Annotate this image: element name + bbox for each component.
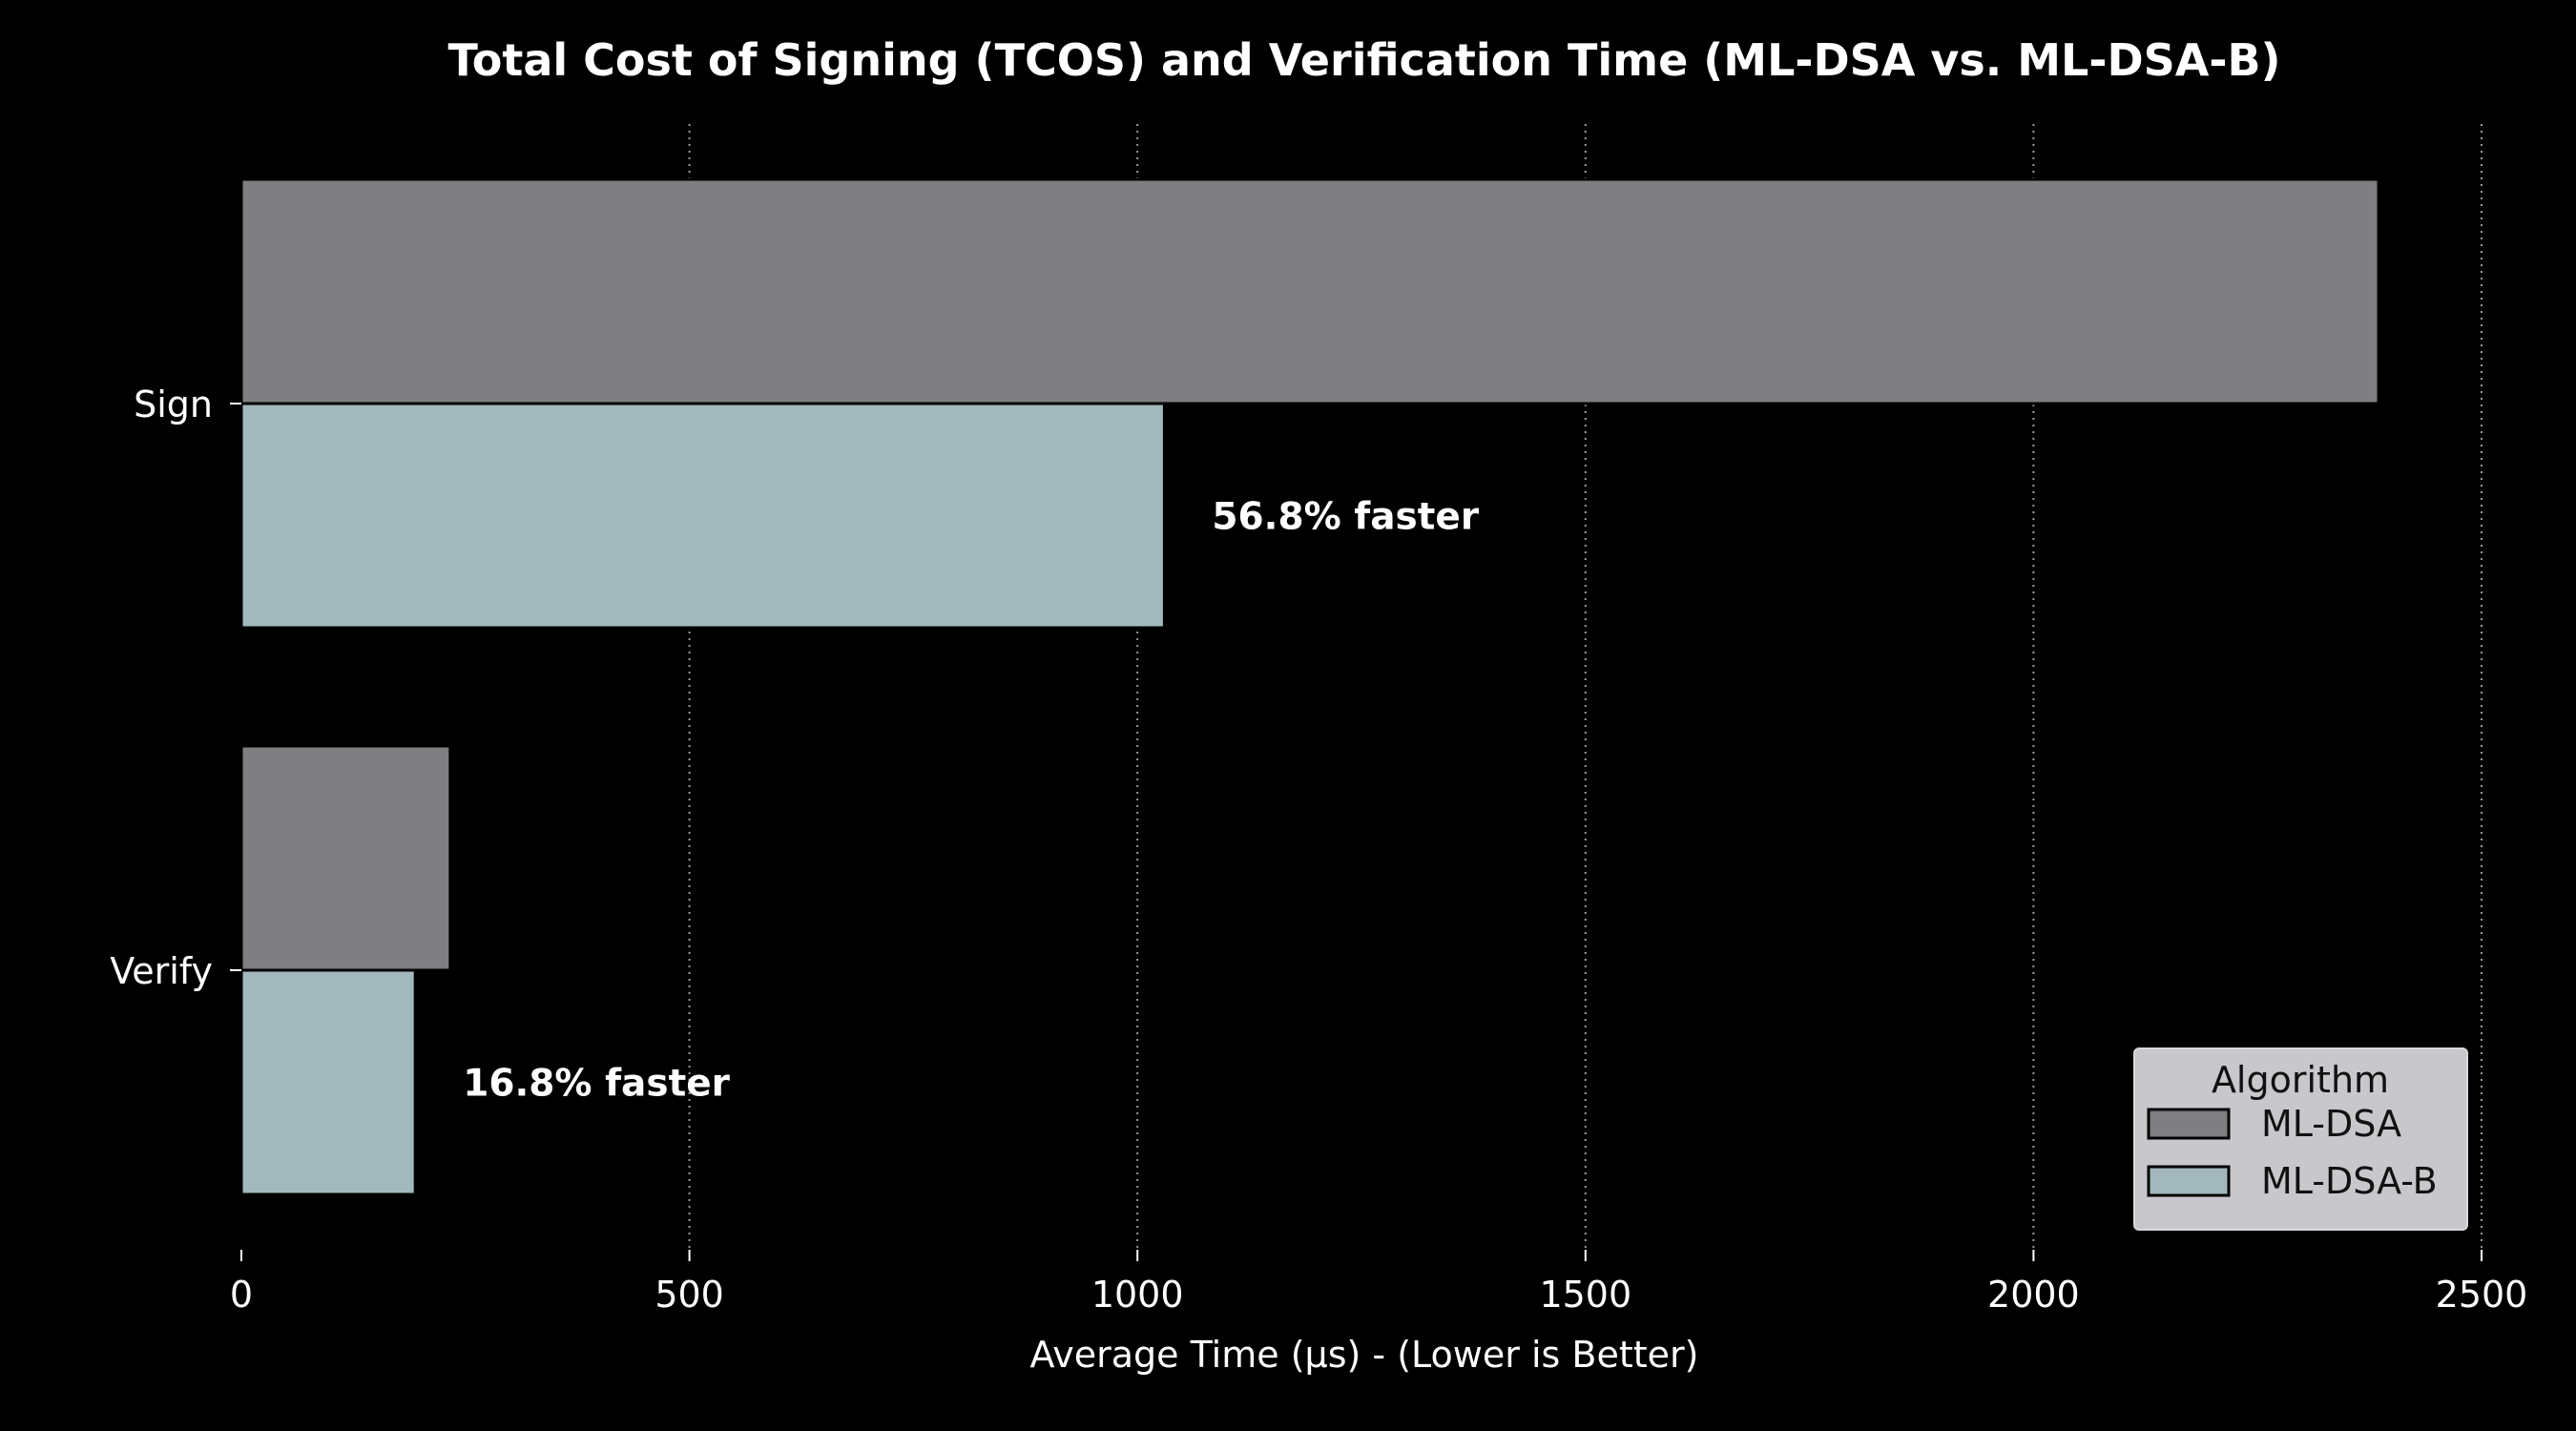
x-tick-label: 0 xyxy=(230,1274,253,1316)
y-tick-label-sign: Sign xyxy=(134,384,213,425)
x-tick-label: 500 xyxy=(654,1274,724,1316)
bar-ml-dsa-sign xyxy=(239,177,2380,405)
legend-label-ml-dsa: ML-DSA xyxy=(2261,1103,2401,1145)
legend: Algorithm ML-DSA ML-DSA-B xyxy=(2133,1047,2468,1231)
x-axis-label: Average Time (μs) - (Lower is Better) xyxy=(1030,1334,1699,1376)
legend-swatch-ml-dsa xyxy=(2147,1108,2231,1140)
legend-swatch-ml-dsa-b xyxy=(2147,1165,2231,1197)
axes: 0 500 1000 1500 2000 2500 Sign Verify xyxy=(110,384,2527,1316)
x-tick-label: 2500 xyxy=(2436,1274,2528,1316)
chart-title: Total Cost of Signing (TCOS) and Verific… xyxy=(447,34,2280,86)
annotation-verify: 16.8% faster xyxy=(463,1063,730,1106)
bar-ml-dsa-b-sign xyxy=(239,402,1166,630)
bars xyxy=(239,177,2380,1196)
x-tick-label: 2000 xyxy=(1987,1274,2080,1316)
legend-title: Algorithm xyxy=(2212,1059,2389,1101)
annotation-sign: 56.8% faster xyxy=(1212,496,1479,539)
y-tick-label-verify: Verify xyxy=(110,950,213,992)
bar-ml-dsa-b-verify xyxy=(239,968,417,1196)
annotations: 56.8% faster 16.8% faster xyxy=(463,496,1480,1106)
bar-ml-dsa-verify xyxy=(239,744,452,972)
x-tick-label: 1000 xyxy=(1091,1274,1184,1316)
legend-label-ml-dsa-b: ML-DSA-B xyxy=(2261,1160,2438,1202)
x-tick-label: 1500 xyxy=(1539,1274,1631,1316)
